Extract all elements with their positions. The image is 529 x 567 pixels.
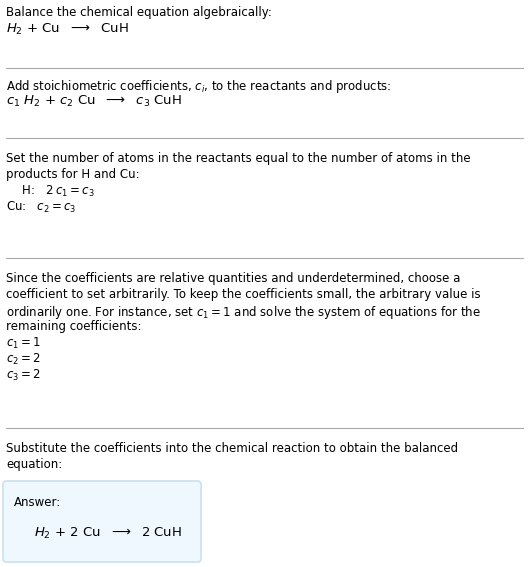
Text: Cu:   $c_2 = c_3$: Cu: $c_2 = c_3$: [6, 200, 77, 215]
Text: equation:: equation:: [6, 458, 62, 471]
Text: products for H and Cu:: products for H and Cu:: [6, 168, 140, 181]
Text: ordinarily one. For instance, set $c_1 = 1$ and solve the system of equations fo: ordinarily one. For instance, set $c_1 =…: [6, 304, 481, 321]
Text: $H_2$ + 2 Cu  $\longrightarrow$  2 CuH: $H_2$ + 2 Cu $\longrightarrow$ 2 CuH: [34, 526, 182, 541]
Text: Set the number of atoms in the reactants equal to the number of atoms in the: Set the number of atoms in the reactants…: [6, 152, 471, 165]
Text: Since the coefficients are relative quantities and underdetermined, choose a: Since the coefficients are relative quan…: [6, 272, 461, 285]
Text: Answer:: Answer:: [14, 496, 61, 509]
Text: Substitute the coefficients into the chemical reaction to obtain the balanced: Substitute the coefficients into the che…: [6, 442, 459, 455]
Text: Balance the chemical equation algebraically:: Balance the chemical equation algebraica…: [6, 6, 272, 19]
Text: $c_3 = 2$: $c_3 = 2$: [6, 368, 41, 383]
FancyBboxPatch shape: [3, 481, 201, 562]
Text: remaining coefficients:: remaining coefficients:: [6, 320, 142, 333]
Text: $c_2 = 2$: $c_2 = 2$: [6, 352, 41, 367]
Text: H:   $2\,c_1 = c_3$: H: $2\,c_1 = c_3$: [19, 184, 95, 199]
Text: $c_1 = 1$: $c_1 = 1$: [6, 336, 41, 351]
Text: $c_1$ $H_2$ + $c_2$ Cu  $\longrightarrow$  $c_3$ CuH: $c_1$ $H_2$ + $c_2$ Cu $\longrightarrow$…: [6, 94, 183, 109]
Text: Add stoichiometric coefficients, $c_i$, to the reactants and products:: Add stoichiometric coefficients, $c_i$, …: [6, 78, 392, 95]
Text: coefficient to set arbitrarily. To keep the coefficients small, the arbitrary va: coefficient to set arbitrarily. To keep …: [6, 288, 481, 301]
Text: $H_2$ + Cu  $\longrightarrow$  CuH: $H_2$ + Cu $\longrightarrow$ CuH: [6, 22, 129, 37]
